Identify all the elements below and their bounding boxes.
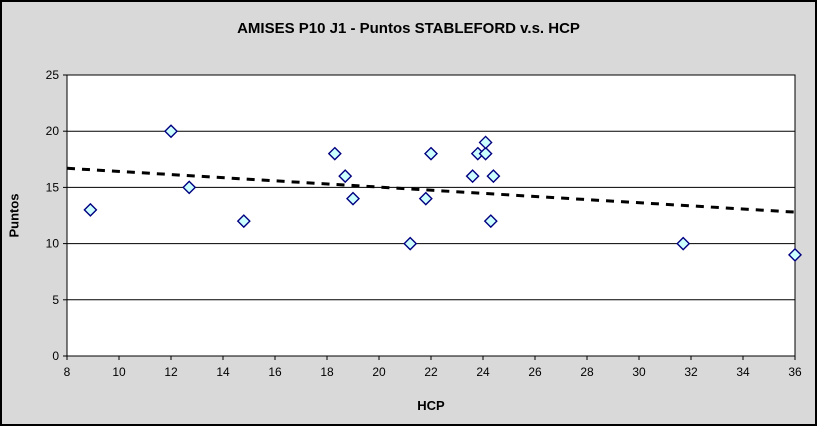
plot-background [66, 74, 796, 357]
x-tick-label-36: 36 [788, 365, 802, 379]
x-tick-label-24: 24 [476, 365, 490, 379]
y-tick-label-20: 20 [46, 124, 60, 138]
data-point-marker-14[interactable] [483, 214, 498, 229]
y-tick-label-0: 0 [52, 349, 59, 363]
trendline[interactable] [66, 166, 796, 214]
chart-title[interactable]: AMISES P10 J1 - Puntos STABLEFORD v.s. H… [237, 20, 580, 37]
y-tick-label-15: 15 [46, 180, 60, 194]
data-point-marker-17[interactable] [788, 247, 802, 262]
x-tick-label-20: 20 [372, 365, 386, 379]
y-tick-label-10: 10 [46, 237, 60, 251]
data-point-marker-13[interactable] [478, 135, 493, 150]
x-tick-label-10: 10 [112, 365, 126, 379]
data-point-marker-15[interactable] [486, 169, 501, 184]
data-point-marker-6[interactable] [346, 191, 360, 206]
x-tick-label-26: 26 [528, 365, 542, 379]
x-tick-label-34: 34 [736, 365, 750, 379]
x-tick-label-8: 8 [64, 365, 71, 379]
data-point-marker-8[interactable] [418, 191, 433, 206]
x-axis-title[interactable]: HCP [417, 398, 445, 413]
x-tick-label-22: 22 [424, 365, 438, 379]
data-point-marker-16[interactable] [676, 236, 691, 251]
x-tick-label-12: 12 [164, 365, 178, 379]
data-point-marker-1[interactable] [164, 124, 178, 139]
x-tick-label-30: 30 [632, 365, 646, 379]
y-tick-label-5: 5 [52, 293, 59, 307]
x-tick-label-32: 32 [684, 365, 698, 379]
data-point-marker-2[interactable] [182, 180, 197, 195]
x-tick-label-18: 18 [320, 365, 334, 379]
data-point-marker-0[interactable] [83, 202, 98, 217]
data-point-marker-12[interactable] [478, 146, 493, 161]
data-point-marker-10[interactable] [465, 169, 480, 184]
x-tick-label-28: 28 [580, 365, 594, 379]
x-tick-label-16: 16 [268, 365, 282, 379]
data-point-marker-7[interactable] [403, 236, 418, 251]
data-point-marker-4[interactable] [327, 146, 342, 161]
data-point-marker-5[interactable] [338, 169, 353, 184]
data-point-marker-3[interactable] [236, 214, 251, 229]
y-tick-label-25: 25 [46, 68, 60, 82]
x-tick-label-14: 14 [216, 365, 230, 379]
data-point-marker-9[interactable] [424, 146, 438, 161]
